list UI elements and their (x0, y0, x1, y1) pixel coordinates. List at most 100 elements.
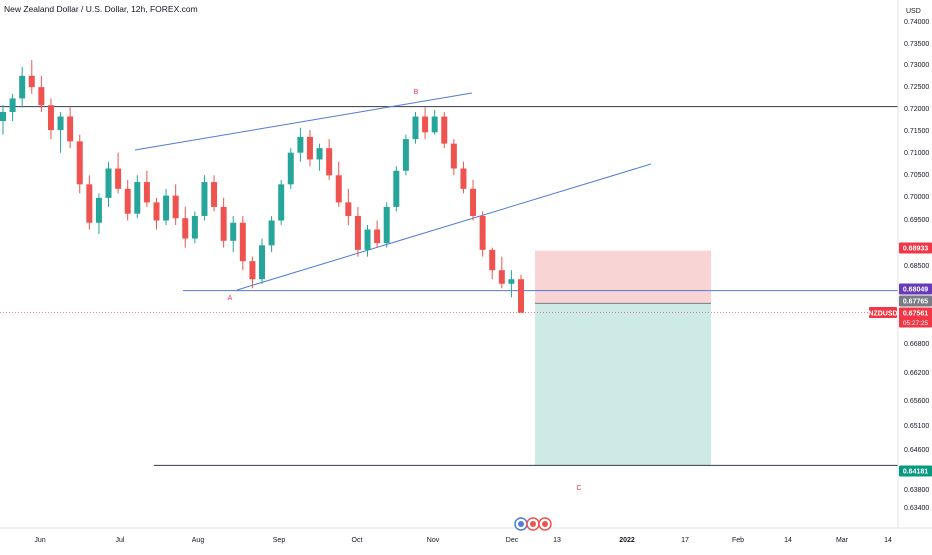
price-tick-label: 0.66200 (904, 370, 929, 377)
candle-body[interactable] (479, 215, 486, 250)
price-tag[interactable] (899, 465, 932, 477)
candle-body[interactable] (201, 182, 208, 216)
candle-body[interactable] (67, 116, 74, 142)
flag-dot (518, 521, 524, 527)
candle-body[interactable] (412, 116, 419, 140)
candle-body[interactable] (76, 141, 83, 185)
time-tick-label: 17 (681, 537, 689, 544)
candle-body[interactable] (172, 195, 179, 219)
candle-body[interactable] (0, 112, 6, 122)
candle-body[interactable] (239, 222, 246, 262)
candle-body[interactable] (374, 229, 381, 244)
time-tick-label: 14 (784, 537, 792, 544)
time-tick-label: Feb (732, 537, 744, 544)
time-tick-label: Oct (352, 537, 363, 544)
candle-body[interactable] (211, 182, 218, 207)
candle-body[interactable] (57, 116, 64, 131)
candle-body[interactable] (518, 279, 524, 313)
candle-body[interactable] (105, 168, 112, 198)
time-tick-label: Jul (116, 537, 125, 544)
candle-body[interactable] (354, 215, 361, 250)
candle-body[interactable] (441, 116, 448, 144)
candle-body[interactable] (134, 182, 141, 214)
price-tag-label: 0.68049 (903, 287, 928, 294)
candle-body[interactable] (498, 270, 505, 284)
channel-lower-line[interactable] (236, 163, 652, 291)
wave-label-c: C (576, 485, 581, 492)
symbol-tag[interactable] (869, 307, 897, 318)
candle-body[interactable] (191, 215, 198, 239)
candle-body[interactable] (86, 184, 93, 223)
candle-body[interactable] (460, 168, 467, 189)
candle-body[interactable] (326, 148, 333, 176)
time-tick-label: 14 (884, 537, 892, 544)
price-tag-label: 0.67765 (903, 299, 928, 306)
time-tick-label: 2022 (619, 537, 635, 544)
price-tick-label: 0.65100 (904, 423, 929, 430)
candle-body[interactable] (268, 220, 275, 246)
price-tag[interactable] (899, 242, 932, 254)
candle-body[interactable] (38, 87, 45, 106)
candle-body[interactable] (470, 188, 477, 216)
time-tick-label: Mar (836, 537, 849, 544)
price-tick-label: 0.63400 (904, 505, 929, 512)
candle-body[interactable] (383, 206, 390, 244)
candle-body[interactable] (9, 98, 16, 112)
candle-body[interactable] (316, 148, 323, 160)
candle-body[interactable] (28, 75, 35, 88)
price-tag[interactable] (899, 283, 932, 295)
candle-body[interactable] (182, 218, 189, 239)
trendlines (134, 92, 652, 291)
candle-body[interactable] (393, 170, 400, 207)
candle-body[interactable] (335, 175, 342, 203)
candle-body[interactable] (249, 261, 256, 280)
candle-body[interactable] (287, 152, 294, 185)
candle-body[interactable] (489, 249, 496, 271)
candle-body[interactable] (143, 182, 150, 203)
candle-body[interactable] (95, 197, 102, 223)
price-tag-label: 0.67561 (903, 311, 928, 318)
symbol-tag-label: NZDUSD (868, 311, 897, 318)
candle-body[interactable] (153, 202, 160, 221)
candle-body[interactable] (124, 188, 131, 214)
price-tick-label: 0.74000 (904, 19, 929, 26)
price-tag[interactable] (899, 307, 932, 328)
candle-body[interactable] (402, 139, 409, 171)
candle-body[interactable] (422, 116, 429, 133)
candle-body[interactable] (364, 229, 371, 250)
candle-body[interactable] (278, 184, 285, 221)
position-zones (535, 250, 711, 466)
price-tag[interactable] (899, 295, 932, 307)
candle-body[interactable] (115, 168, 122, 189)
time-tick-label: Aug (192, 537, 205, 544)
price-tick-label: 0.73500 (904, 41, 929, 48)
price-tag-label: 0.64181 (903, 469, 928, 476)
candle-body[interactable] (259, 245, 265, 280)
take-profit-zone[interactable] (535, 303, 711, 466)
price-tick-label: 0.69500 (904, 217, 929, 224)
candle-body[interactable] (306, 136, 313, 160)
candle-body[interactable] (163, 195, 170, 221)
channel-upper-line[interactable] (134, 92, 473, 151)
price-tick-label: 0.64600 (904, 447, 929, 454)
price-tick-label: 0.66800 (904, 341, 929, 348)
candle-body[interactable] (19, 75, 26, 99)
horizontal-lines (0, 106, 898, 466)
price-tick-label: 0.71500 (904, 128, 929, 135)
candle-body[interactable] (297, 136, 304, 153)
event-flags (514, 517, 552, 531)
candles (0, 60, 524, 313)
flag-dot (530, 521, 536, 527)
time-tick-label: Sep (273, 537, 286, 544)
candle-body[interactable] (508, 279, 515, 284)
time-tick-label: Dec (506, 537, 519, 544)
candle-body[interactable] (220, 206, 227, 241)
candle-body[interactable] (345, 202, 352, 216)
candle-body[interactable] (450, 143, 457, 169)
candle-body[interactable] (230, 222, 237, 241)
candle-body[interactable] (431, 116, 438, 133)
candle-body[interactable] (47, 105, 54, 131)
stop-loss-zone[interactable] (535, 250, 711, 304)
